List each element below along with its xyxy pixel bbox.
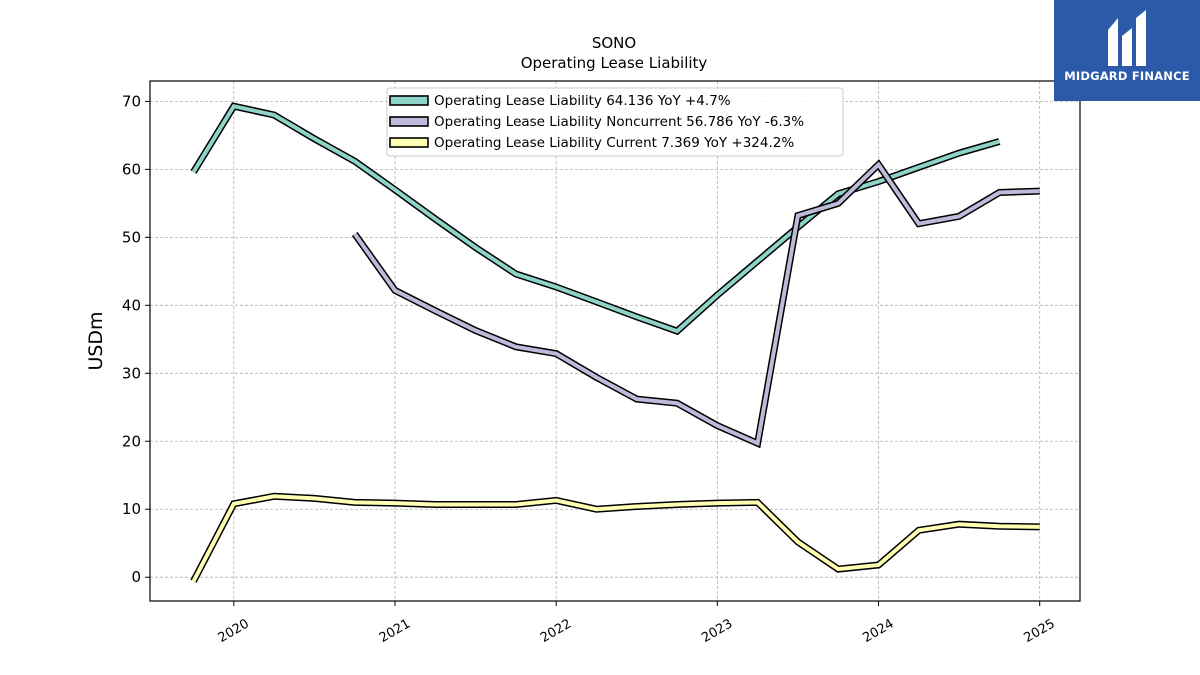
legend-swatch-1 [389,95,429,106]
midgard-finance-logo-icon [1108,10,1146,66]
x-tick-label: 2021 [377,616,413,646]
logo-text: MIDGARD FINANCE [1064,69,1190,83]
legend-swatch-2 [389,116,429,127]
midgard-finance-logo: MIDGARD FINANCE [1054,0,1200,101]
chart-title: SONO [592,34,636,52]
legend-swatch-3 [389,137,429,148]
x-tick-label: 2020 [216,616,252,646]
legend: Operating Lease Liability 64.136 YoY +4.… [386,87,844,157]
y-tick-label: 60 [122,160,141,178]
y-tick-label: 30 [122,364,141,382]
legend-box [386,87,844,157]
series-line-2 [353,161,1040,447]
y-tick-label: 50 [122,228,141,246]
y-tick-label: 20 [122,432,141,450]
y-tick-label: 40 [122,296,141,314]
y-tick-label: 10 [122,500,141,518]
x-tick-label: 2024 [860,616,896,646]
series-outline-2 [351,159,1040,449]
x-tick-label: 2022 [538,616,574,646]
legend-label-3: Operating Lease Liability Current 7.369 … [434,135,794,151]
ticks: 0 10 20 30 40 50 60 70 2020 2021 2022 2023 2024 2025 [122,92,1058,646]
chart-subtitle: Operating Lease Liability [521,54,708,72]
series-line-3 [191,494,1040,583]
legend-label-2: Operating Lease Liability Noncurrent 56.… [434,114,804,130]
y-tick-label: 0 [131,568,141,586]
legend-label-1: Operating Lease Liability 64.136 YoY +4.… [434,93,731,109]
y-tick-label: 70 [122,92,141,110]
series-layer [190,102,1040,583]
x-tick-label: 2025 [1022,616,1058,646]
y-axis-label: USDm [85,311,107,370]
plot-frame [149,80,1081,602]
x-tick-label: 2023 [699,616,735,646]
series-line-1 [191,103,1000,334]
